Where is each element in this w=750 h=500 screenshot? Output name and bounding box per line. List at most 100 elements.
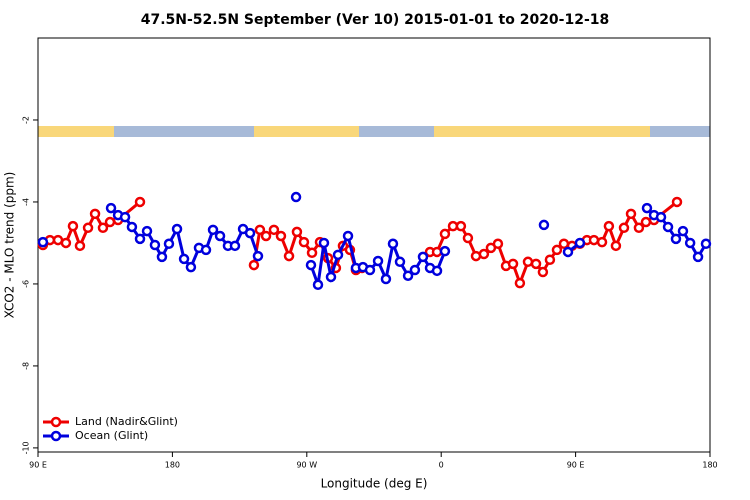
data-point	[530, 258, 542, 270]
data-point	[558, 238, 570, 250]
y-tick-label: -10	[22, 441, 31, 454]
data-point	[692, 251, 704, 263]
data-point	[332, 249, 344, 261]
data-point	[248, 259, 260, 271]
data-point	[655, 211, 667, 223]
data-point	[119, 211, 131, 223]
data-point	[134, 233, 146, 245]
data-point	[312, 279, 324, 291]
data-point	[462, 232, 474, 244]
data-point	[229, 240, 241, 252]
data-point	[60, 237, 72, 249]
data-point	[104, 216, 116, 228]
data-point	[163, 238, 175, 250]
data-point	[455, 220, 467, 232]
data-point	[306, 247, 318, 259]
data-point	[562, 246, 574, 258]
data-point	[149, 239, 161, 251]
x-tick-label: 0	[439, 461, 444, 470]
data-point	[207, 224, 219, 236]
data-point	[641, 202, 653, 214]
data-point	[431, 265, 443, 277]
data-point	[74, 240, 86, 252]
x-tick-label: 90 E	[567, 461, 585, 470]
data-point	[252, 250, 264, 262]
data-point	[254, 224, 266, 236]
data-point	[417, 251, 429, 263]
data-point	[574, 237, 586, 249]
data-point	[387, 238, 399, 250]
y-tick-label: -6	[22, 280, 31, 288]
data-point	[610, 240, 622, 252]
data-point	[700, 238, 712, 250]
data-point	[342, 230, 354, 242]
data-point	[185, 261, 197, 273]
data-point	[97, 222, 109, 234]
data-point	[640, 216, 652, 228]
x-tick-label: 180	[702, 461, 717, 470]
data-point	[325, 271, 337, 283]
legend-label: Ocean (Glint)	[75, 429, 148, 442]
data-point	[260, 230, 272, 242]
y-tick-label: -4	[22, 198, 31, 206]
data-point	[82, 222, 94, 234]
data-point	[37, 236, 49, 248]
data-point	[105, 202, 117, 214]
data-point	[402, 270, 414, 281]
data-point	[670, 233, 682, 245]
chart-title: 47.5N-52.5N September (Ver 10) 2015-01-0…	[141, 12, 610, 28]
data-point	[372, 255, 384, 267]
data-point	[677, 225, 689, 237]
data-point	[291, 226, 303, 238]
data-point	[89, 208, 101, 220]
data-point	[625, 208, 637, 220]
data-point	[662, 221, 674, 233]
data-point	[409, 264, 421, 276]
data-point	[684, 237, 696, 249]
data-point	[671, 196, 683, 208]
data-point	[439, 245, 451, 257]
data-point	[141, 225, 153, 237]
data-point	[537, 266, 549, 278]
data-point	[514, 277, 526, 289]
x-tick-label: 180	[165, 461, 180, 470]
data-point	[544, 254, 556, 266]
plot-frame	[37, 37, 711, 453]
x-tick-label: 90 W	[296, 461, 317, 470]
data-point	[596, 236, 608, 248]
data-point	[171, 223, 183, 235]
data-point	[618, 222, 630, 234]
y-axis-label: XCO2 - MLO trend (ppm)	[3, 172, 17, 319]
data-point	[439, 228, 451, 240]
data-point	[290, 191, 302, 203]
data-point	[134, 196, 146, 208]
data-point	[156, 251, 168, 263]
data-point	[522, 256, 534, 268]
data-point	[507, 258, 519, 270]
x-axis-label: Longitude (deg E)	[321, 477, 428, 491]
data-point	[551, 244, 563, 256]
legend-marker	[50, 430, 62, 442]
data-point	[178, 253, 190, 265]
data-point	[305, 259, 317, 271]
data-point	[633, 222, 645, 234]
data-point	[478, 248, 490, 260]
data-point	[298, 236, 310, 248]
data-point	[126, 221, 138, 233]
y-tick-label: -8	[22, 362, 31, 370]
data-point	[588, 234, 600, 246]
data-point	[318, 237, 330, 249]
data-point	[603, 220, 615, 232]
data-point	[492, 238, 504, 250]
land-ocean-strip	[38, 126, 710, 137]
y-tick-label: -2	[22, 116, 31, 124]
legend-label: Land (Nadir&Glint)	[75, 415, 178, 428]
data-point	[283, 250, 295, 262]
data-point	[380, 273, 392, 285]
data-point	[214, 230, 226, 242]
data-point	[67, 220, 79, 232]
data-point	[268, 224, 280, 236]
data-point	[275, 230, 287, 242]
x-tick-label: 90 E	[29, 461, 47, 470]
